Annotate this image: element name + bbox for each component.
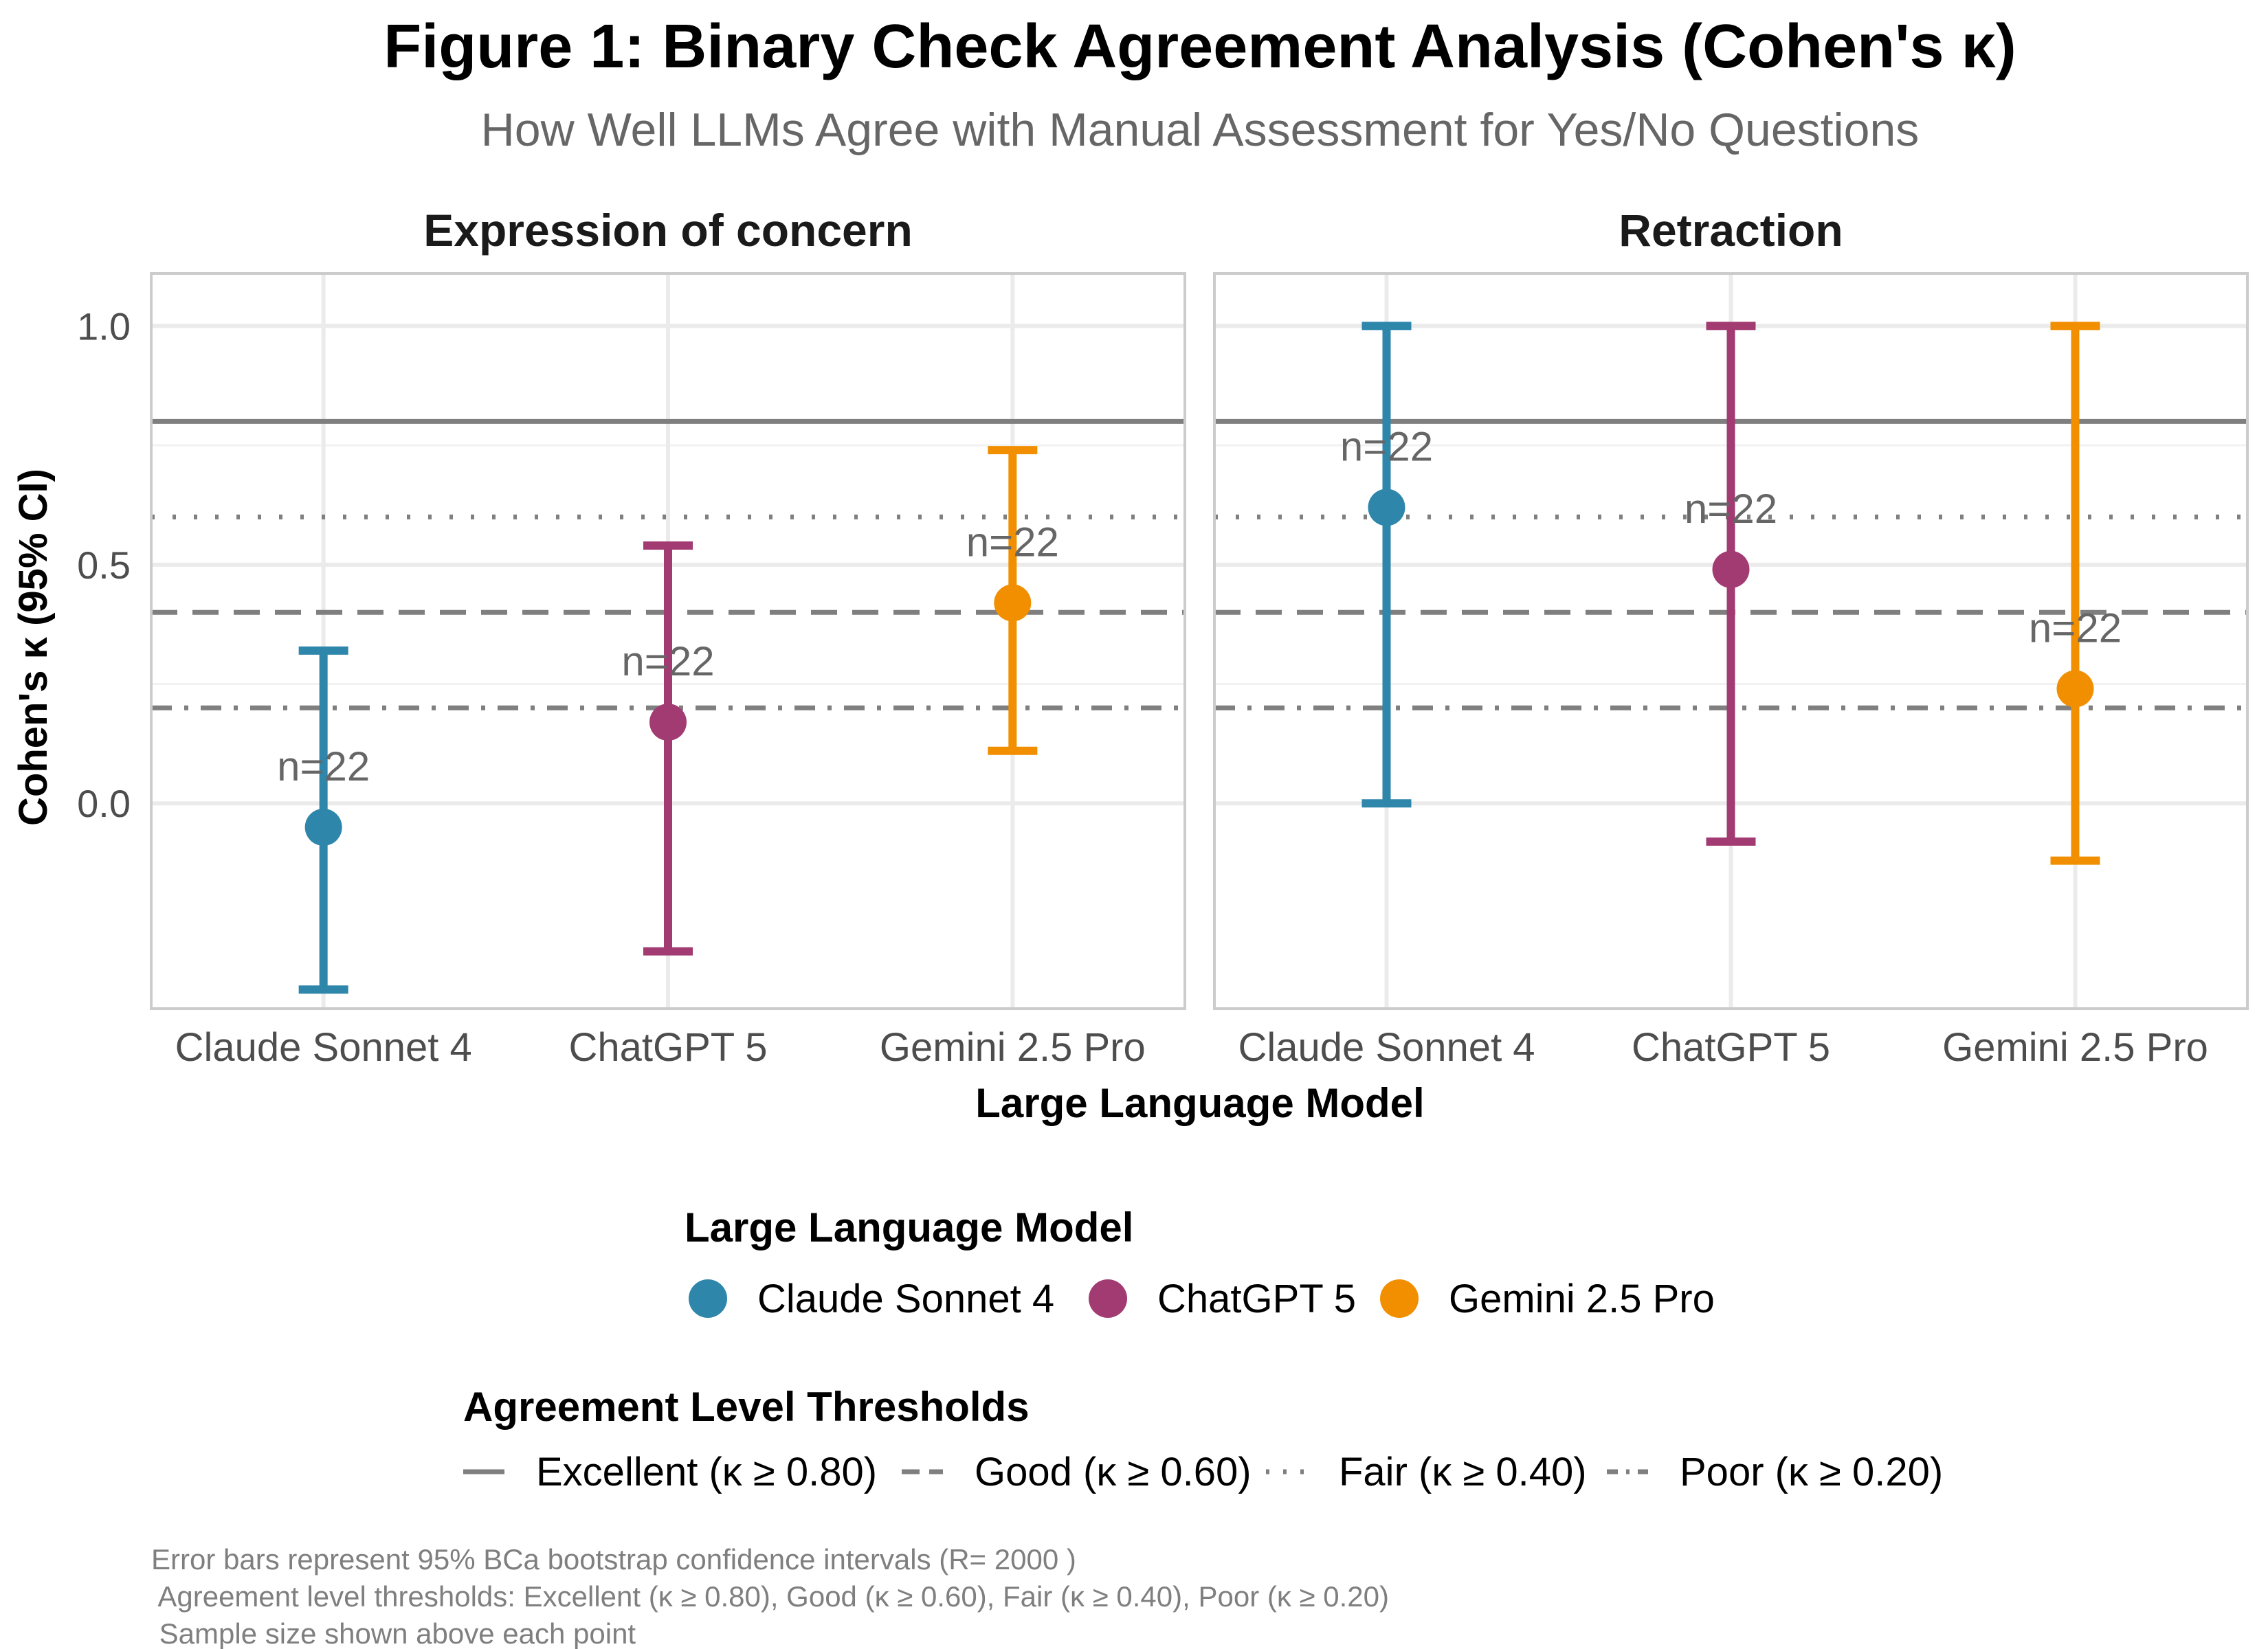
x-tick-label: Gemini 2.5 Pro bbox=[1942, 1025, 2208, 1070]
panel-border bbox=[150, 272, 1186, 1010]
sample-size-label: n=22 bbox=[2029, 605, 2122, 651]
data-point bbox=[994, 584, 1032, 622]
data-point bbox=[304, 808, 342, 846]
sample-size-label: n=22 bbox=[277, 743, 370, 789]
data-point bbox=[2056, 670, 2094, 708]
panels: Expression of concern n=22 n=22 n=22 Claude … bbox=[77, 205, 2249, 1070]
sample-size-label: n=22 bbox=[966, 519, 1059, 565]
caption: Error bars represent 95% BCa bootstrap c… bbox=[151, 1543, 1389, 1649]
data-point bbox=[1712, 550, 1750, 588]
x-axis-label: Large Language Model bbox=[975, 1080, 1424, 1126]
caption-line-1: Error bars represent 95% BCa bootstrap c… bbox=[151, 1543, 1076, 1575]
legend-label: Gemini 2.5 Pro bbox=[1449, 1277, 1715, 1321]
y-tick-label: 0.0 bbox=[77, 782, 131, 825]
y-tick-label: 0.5 bbox=[77, 543, 131, 587]
panel-title: Retraction bbox=[1619, 205, 1843, 256]
figure-subtitle: How Well LLMs Agree with Manual Assessme… bbox=[481, 104, 1920, 156]
legend-label: Claude Sonnet 4 bbox=[757, 1277, 1054, 1321]
x-tick-label: ChatGPT 5 bbox=[1632, 1025, 1830, 1070]
legend-label: ChatGPT 5 bbox=[1157, 1277, 1356, 1321]
panel-title: Expression of concern bbox=[423, 205, 913, 256]
legend-label: Poor (κ ≥ 0.20) bbox=[1680, 1450, 1943, 1494]
data-point bbox=[649, 704, 687, 741]
y-axis-label: Cohen's κ (95% CI) bbox=[11, 469, 56, 826]
legend-label: Fair (κ ≥ 0.40) bbox=[1339, 1450, 1587, 1494]
legend-label: Good (κ ≥ 0.60) bbox=[975, 1450, 1252, 1494]
caption-line-3: Sample size shown above each point bbox=[151, 1617, 636, 1649]
legend-thresholds: Agreement Level Thresholds Excellent (κ … bbox=[463, 1384, 1943, 1494]
legend-models: Large Language Model Claude Sonnet 4 Chat… bbox=[685, 1204, 1715, 1321]
x-tick-label: Gemini 2.5 Pro bbox=[880, 1025, 1146, 1070]
figure-title: Figure 1: Binary Check Agreement Analysi… bbox=[383, 12, 2016, 81]
y-tick-label: 1.0 bbox=[77, 304, 131, 348]
legend-thresholds-title: Agreement Level Thresholds bbox=[463, 1384, 1030, 1430]
legend-threshold-items: Excellent (κ ≥ 0.80) Good (κ ≥ 0.60) Fair … bbox=[463, 1450, 1943, 1494]
legend-key-claude-sonnet-4 bbox=[689, 1279, 727, 1318]
legend-label: Excellent (κ ≥ 0.80) bbox=[536, 1450, 877, 1494]
legend-key-gemini-2-5-pro bbox=[1380, 1279, 1419, 1318]
data-point bbox=[1368, 489, 1405, 526]
sample-size-label: n=22 bbox=[1685, 486, 1777, 532]
panel-border bbox=[1213, 272, 2249, 1010]
sample-size-label: n=22 bbox=[621, 638, 714, 684]
x-tick-label: ChatGPT 5 bbox=[568, 1025, 767, 1070]
caption-line-2: Agreement level thresholds: Excellent (κ… bbox=[151, 1580, 1389, 1613]
panel-retraction: Retraction n=22 n=22 n=22 Claude Sonnet 4 Cha… bbox=[1213, 205, 2249, 1070]
legend-key-chatgpt-5 bbox=[1089, 1279, 1127, 1318]
sample-size-label: n=22 bbox=[1340, 423, 1433, 469]
panel-expression-of-concern: Expression of concern n=22 n=22 n=22 Claude … bbox=[150, 205, 1186, 1070]
legend-model-items: Claude Sonnet 4 ChatGPT 5 Gemini 2.5 Pro bbox=[689, 1277, 1715, 1321]
x-tick-label: Claude Sonnet 4 bbox=[1238, 1025, 1535, 1070]
x-tick-label: Claude Sonnet 4 bbox=[175, 1025, 472, 1070]
legend-models-title: Large Language Model bbox=[685, 1204, 1133, 1250]
